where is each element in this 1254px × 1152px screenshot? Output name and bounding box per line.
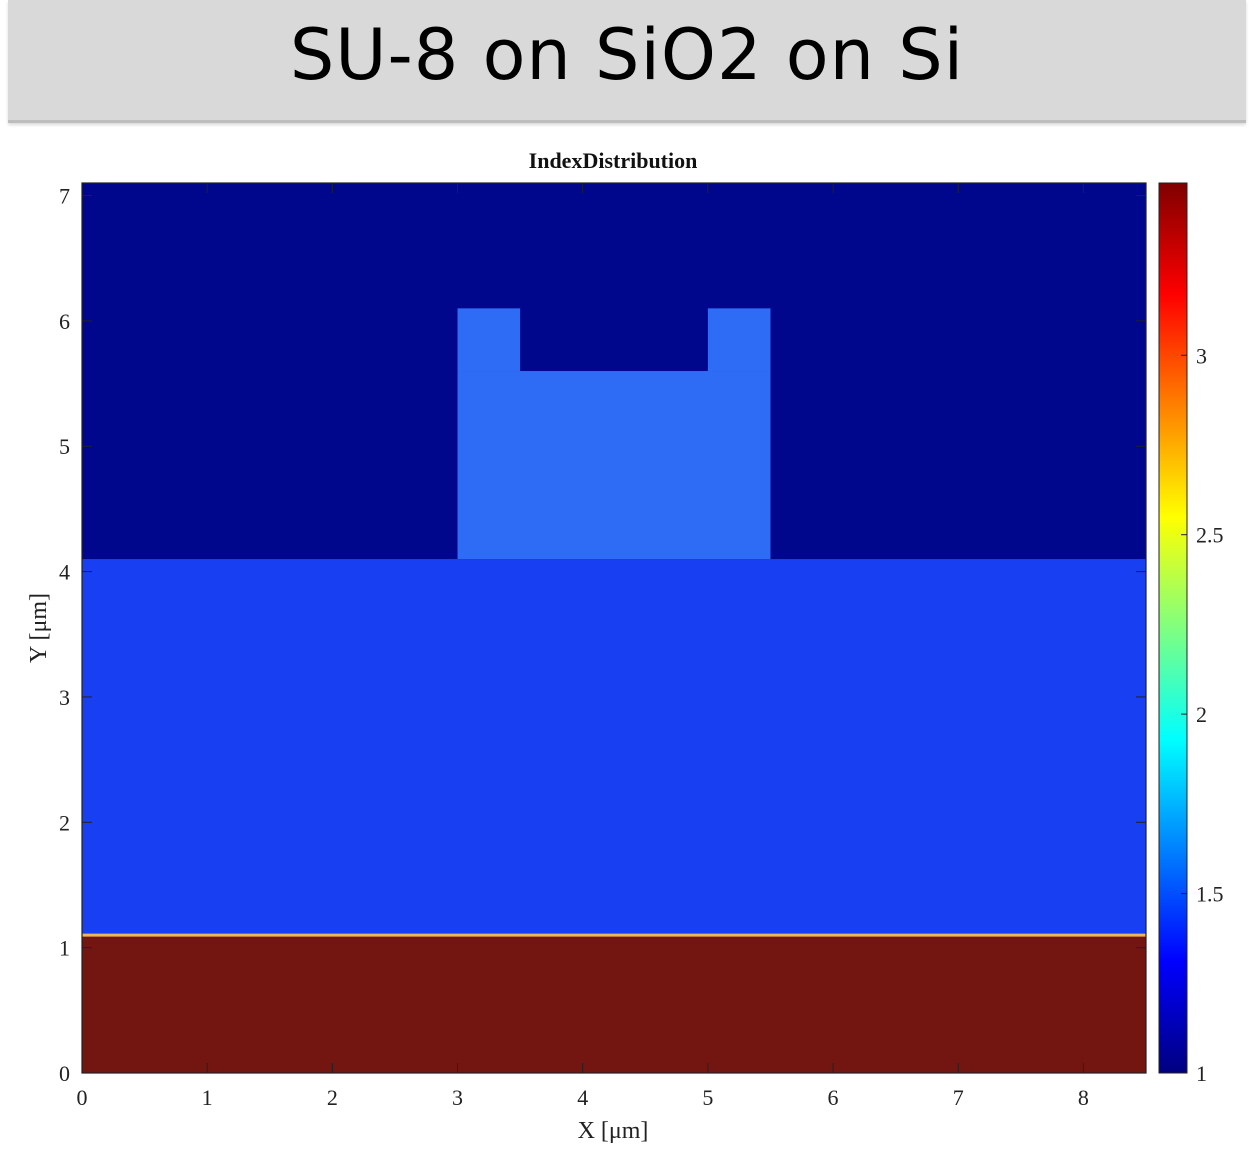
y-tick-label: 0	[59, 1061, 70, 1086]
x-tick-label: 3	[452, 1085, 463, 1110]
x-tick-label: 6	[828, 1085, 839, 1110]
x-tick-label: 0	[77, 1085, 88, 1110]
y-tick-label: 2	[59, 810, 70, 835]
x-tick-label: 2	[327, 1085, 338, 1110]
y-axis-label: Y [μm]	[26, 593, 52, 663]
y-tick-label: 1	[59, 936, 70, 961]
x-tick-label: 4	[577, 1085, 588, 1110]
x-tick-label: 8	[1078, 1085, 1089, 1110]
slide-title: SU-8 on SiO2 on Si	[289, 14, 965, 96]
region-si-0	[82, 935, 1146, 1073]
colorbar: 1 1.5 2 2.5 3	[1158, 182, 1224, 1086]
y-tick-label: 4	[59, 560, 70, 585]
region-su-8-2	[457, 371, 771, 560]
x-tick-label: 1	[202, 1085, 213, 1110]
slide-header: SU-8 on SiO2 on Si	[8, 0, 1246, 123]
colorbar-tick-label: 1	[1196, 1061, 1207, 1086]
colorbar-tick-label: 3	[1196, 343, 1207, 368]
region-su-8-4	[707, 308, 771, 372]
plot-frame	[81, 182, 1147, 1074]
y-tick-label: 5	[59, 434, 70, 459]
y-axis: 0 1 2 3 4 5 6 7	[59, 184, 1146, 1086]
region-sio2-1	[82, 559, 1146, 936]
plot-area	[81, 182, 1147, 1074]
chart-title: IndexDistribution	[529, 148, 698, 173]
x-tick-label: 7	[953, 1085, 964, 1110]
x-axis: 0 1 2 3 4 5 6 7 8	[77, 183, 1089, 1110]
region-su-8-3	[457, 308, 521, 372]
y-tick-label: 3	[59, 685, 70, 710]
colorbar-gradient	[1158, 182, 1188, 1074]
colorbar-tick-label: 2.5	[1196, 523, 1224, 548]
y-tick-label: 7	[59, 184, 70, 209]
colorbar-tick-label: 1.5	[1196, 882, 1224, 907]
x-axis-label: X [μm]	[578, 1118, 649, 1144]
x-tick-label: 5	[702, 1085, 713, 1110]
colorbar-tick-label: 2	[1196, 702, 1207, 727]
y-tick-label: 6	[59, 309, 70, 334]
